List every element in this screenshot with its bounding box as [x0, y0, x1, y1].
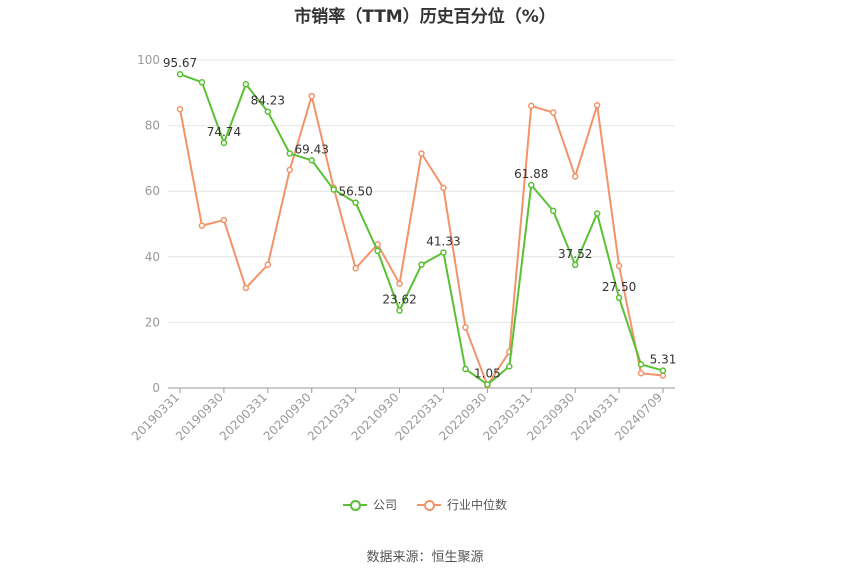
data-point [615, 294, 623, 302]
x-tick-label: 20240709 [612, 390, 665, 443]
data-label: 74.74 [207, 125, 241, 139]
data-point [308, 157, 315, 164]
data-point [571, 261, 579, 269]
data-label: 1.05 [474, 367, 501, 381]
data-point [198, 222, 206, 229]
data-point [571, 173, 579, 180]
data-point [308, 92, 315, 100]
y-tick-label: 0 [152, 381, 160, 395]
series-line-0 [179, 73, 664, 386]
data-point [242, 81, 250, 88]
data-point [176, 105, 184, 113]
legend-item-industry-median[interactable]: 行业中位数 [417, 496, 507, 513]
data-point [659, 367, 667, 374]
legend-item-company[interactable]: 公司 [342, 496, 397, 513]
data-point [637, 361, 645, 368]
data-point [286, 150, 294, 157]
data-point [352, 265, 359, 272]
data-point [549, 207, 557, 215]
data-label: 41.33 [426, 234, 460, 248]
data-label: 61.88 [514, 167, 548, 181]
legend-label-industry-median: 行业中位数 [447, 498, 508, 512]
source-note: 数据来源：恒生聚源 [366, 550, 484, 565]
data-label: 95.67 [163, 56, 197, 70]
data-point [506, 363, 513, 370]
data-point [220, 139, 228, 147]
y-tick-label: 40 [145, 250, 160, 264]
data-point [264, 261, 272, 268]
data-point [462, 365, 469, 373]
data-point [198, 79, 206, 86]
y-tick-label: 20 [145, 315, 160, 329]
data-label: 56.50 [338, 185, 372, 199]
data-point [418, 150, 425, 157]
y-tick-label: 60 [145, 184, 160, 198]
data-point [593, 210, 601, 217]
data-point [220, 216, 228, 224]
legend-swatch-industry-median [417, 499, 441, 511]
data-point [440, 184, 447, 192]
data-label: 5.31 [650, 353, 677, 367]
data-point [330, 186, 337, 193]
data-label: 23.62 [382, 293, 416, 307]
data-point [615, 262, 623, 270]
data-point [549, 109, 557, 116]
series-line-1 [179, 95, 664, 387]
y-tick-label: 80 [145, 119, 160, 133]
data-label: 84.23 [251, 94, 285, 108]
axes: 0204060801002019033120190930202003312020… [129, 53, 675, 443]
data-point [374, 247, 381, 255]
data-point [637, 369, 645, 377]
data-label: 27.50 [602, 280, 636, 294]
chart-title: 市销率（TTM）历史百分位（%） [294, 7, 556, 27]
legend-label-company: 公司 [372, 498, 397, 512]
data-point [396, 307, 403, 314]
data-point [176, 70, 184, 78]
series-lines [176, 70, 667, 389]
legend: 公司 行业中位数 [0, 496, 850, 513]
data-labels: 95.67 74.74 84.23 69.43 56.50 23.62 41.33 1.05 6… [163, 56, 677, 380]
data-point [484, 381, 491, 388]
y-tick-label: 100 [137, 53, 160, 67]
data-point [528, 181, 535, 189]
data-point [352, 199, 359, 206]
data-point [286, 166, 294, 174]
data-point [418, 261, 425, 268]
data-label: 37.52 [558, 247, 592, 261]
data-point [528, 102, 535, 110]
data-point [440, 249, 447, 256]
data-label: 69.43 [295, 142, 329, 156]
data-point [264, 108, 272, 115]
data-point [593, 102, 601, 109]
data-point [396, 280, 403, 287]
data-point [242, 284, 250, 292]
data-point [462, 324, 469, 331]
legend-swatch-company [342, 499, 367, 511]
